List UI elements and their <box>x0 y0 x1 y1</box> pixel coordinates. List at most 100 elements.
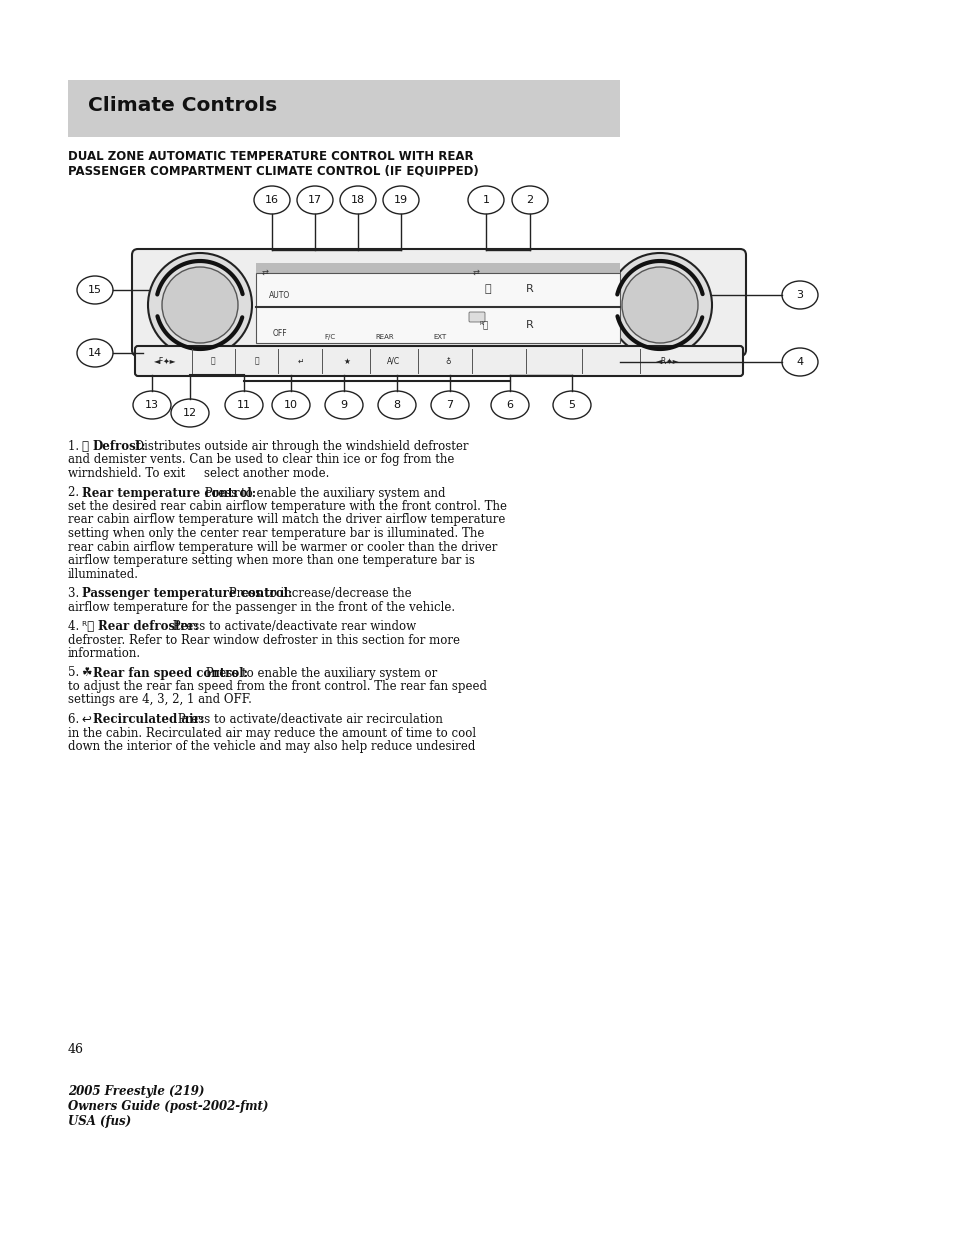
Ellipse shape <box>225 391 263 419</box>
Ellipse shape <box>512 186 547 214</box>
Text: 4: 4 <box>796 357 802 367</box>
FancyBboxPatch shape <box>132 249 745 356</box>
Text: 9: 9 <box>340 400 347 410</box>
Text: AUTO: AUTO <box>269 290 291 300</box>
Text: Press to activate/deactivate rear window: Press to activate/deactivate rear window <box>169 620 416 634</box>
Text: Owners Guide (post-2002-fmt): Owners Guide (post-2002-fmt) <box>68 1100 268 1113</box>
Text: Rear defroster:: Rear defroster: <box>98 620 198 634</box>
Text: ⤵: ⤵ <box>211 357 215 366</box>
Text: ◄F✦►: ◄F✦► <box>153 357 176 366</box>
Text: down the interior of the vehicle and may also help reduce undesired: down the interior of the vehicle and may… <box>68 740 475 753</box>
Ellipse shape <box>781 282 817 309</box>
Ellipse shape <box>491 391 529 419</box>
Text: Press to enable the auxiliary system or: Press to enable the auxiliary system or <box>202 667 436 679</box>
Text: 5: 5 <box>568 400 575 410</box>
Ellipse shape <box>377 391 416 419</box>
Ellipse shape <box>325 391 363 419</box>
Ellipse shape <box>468 186 503 214</box>
Text: ᴿⓘ: ᴿⓘ <box>82 620 98 634</box>
Ellipse shape <box>132 391 171 419</box>
FancyBboxPatch shape <box>135 346 742 375</box>
Text: A/C: A/C <box>387 357 400 366</box>
Text: ⤴: ⤴ <box>254 357 259 366</box>
Text: EXT: EXT <box>433 333 446 340</box>
Text: 12: 12 <box>183 408 197 417</box>
Ellipse shape <box>253 186 290 214</box>
Text: F/C: F/C <box>324 333 335 340</box>
Text: Defrost:: Defrost: <box>92 440 146 453</box>
Text: 46: 46 <box>68 1044 84 1056</box>
Text: Recirculated air:: Recirculated air: <box>92 713 204 726</box>
Text: defroster. Refer to Rear window defroster in this section for more: defroster. Refer to Rear window defroste… <box>68 634 459 646</box>
Circle shape <box>621 267 698 343</box>
Text: 2005 Freestyle (219): 2005 Freestyle (219) <box>68 1086 204 1098</box>
Text: ☘: ☘ <box>82 667 96 679</box>
Text: to adjust the rear fan speed from the front control. The rear fan speed: to adjust the rear fan speed from the fr… <box>68 680 486 693</box>
Text: DUAL ZONE AUTOMATIC TEMPERATURE CONTROL WITH REAR: DUAL ZONE AUTOMATIC TEMPERATURE CONTROL … <box>68 149 473 163</box>
Text: Passenger temperature control:: Passenger temperature control: <box>82 587 293 600</box>
Text: 15: 15 <box>88 285 102 295</box>
Text: ♁: ♁ <box>445 357 451 366</box>
Text: 3: 3 <box>796 290 802 300</box>
Text: Rear temperature control:: Rear temperature control: <box>82 487 256 499</box>
Ellipse shape <box>339 186 375 214</box>
Text: airflow temperature for the passenger in the front of the vehicle.: airflow temperature for the passenger in… <box>68 600 455 614</box>
Bar <box>68 80 619 137</box>
Text: 19: 19 <box>394 195 408 205</box>
Ellipse shape <box>431 391 469 419</box>
Text: Press to increase/decrease the: Press to increase/decrease the <box>225 587 411 600</box>
Text: 11: 11 <box>236 400 251 410</box>
Text: and demister vents. Can be used to clear thin ice or fog from the: and demister vents. Can be used to clear… <box>68 453 454 467</box>
Circle shape <box>607 253 711 357</box>
Circle shape <box>148 253 252 357</box>
Text: information.: information. <box>68 647 141 659</box>
Circle shape <box>162 267 237 343</box>
Text: airflow temperature setting when more than one temperature bar is: airflow temperature setting when more th… <box>68 555 475 567</box>
Text: 16: 16 <box>265 195 278 205</box>
Text: illuminated.: illuminated. <box>68 568 139 580</box>
Text: 18: 18 <box>351 195 365 205</box>
Ellipse shape <box>77 275 112 304</box>
Text: 3.: 3. <box>68 587 83 600</box>
Bar <box>255 273 619 343</box>
Text: 1.: 1. <box>68 440 83 453</box>
Text: rear cabin airflow temperature will be warmer or cooler than the driver: rear cabin airflow temperature will be w… <box>68 541 497 553</box>
Text: Rear fan speed control:: Rear fan speed control: <box>92 667 248 679</box>
Text: USA (fus): USA (fus) <box>68 1115 131 1128</box>
Ellipse shape <box>781 348 817 375</box>
Text: 5.: 5. <box>68 667 83 679</box>
Text: ↵: ↵ <box>297 357 304 366</box>
Text: ⧗: ⧗ <box>484 284 491 294</box>
Text: 17: 17 <box>308 195 322 205</box>
Text: setting when only the center rear temperature bar is illuminated. The: setting when only the center rear temper… <box>68 527 484 540</box>
Ellipse shape <box>77 338 112 367</box>
Text: Distributes outside air through the windshield defroster: Distributes outside air through the wind… <box>131 440 468 453</box>
Text: ↩: ↩ <box>82 713 96 726</box>
Text: 13: 13 <box>145 400 159 410</box>
Text: ⇄: ⇄ <box>261 268 268 277</box>
Bar <box>255 263 619 273</box>
Text: ⓘ: ⓘ <box>82 440 93 453</box>
Text: 6: 6 <box>506 400 513 410</box>
Text: Press to activate/deactivate air recirculation: Press to activate/deactivate air recircu… <box>173 713 442 726</box>
Text: REAR: REAR <box>375 333 394 340</box>
Text: wirndshield. To exit     select another mode.: wirndshield. To exit select another mode… <box>68 467 329 480</box>
Text: Climate Controls: Climate Controls <box>88 96 277 115</box>
Text: PASSENGER COMPARTMENT CLIMATE CONTROL (IF EQUIPPED): PASSENGER COMPARTMENT CLIMATE CONTROL (I… <box>68 164 478 177</box>
Text: ★: ★ <box>343 357 350 366</box>
Text: 1: 1 <box>482 195 489 205</box>
Ellipse shape <box>382 186 418 214</box>
Text: ⇄: ⇄ <box>472 268 479 277</box>
Text: ᴿ⧖: ᴿ⧖ <box>478 321 488 330</box>
Text: in the cabin. Recirculated air may reduce the amount of time to cool: in the cabin. Recirculated air may reduc… <box>68 726 476 740</box>
Text: rear cabin airflow temperature will match the driver airflow temperature: rear cabin airflow temperature will matc… <box>68 514 505 526</box>
Ellipse shape <box>272 391 310 419</box>
Ellipse shape <box>296 186 333 214</box>
FancyBboxPatch shape <box>469 312 484 322</box>
Text: R: R <box>525 284 534 294</box>
Text: 8: 8 <box>393 400 400 410</box>
Text: settings are 4, 3, 2, 1 and OFF.: settings are 4, 3, 2, 1 and OFF. <box>68 694 252 706</box>
Text: set the desired rear cabin airflow temperature with the front control. The: set the desired rear cabin airflow tempe… <box>68 500 506 513</box>
Ellipse shape <box>171 399 209 427</box>
Text: 10: 10 <box>284 400 297 410</box>
